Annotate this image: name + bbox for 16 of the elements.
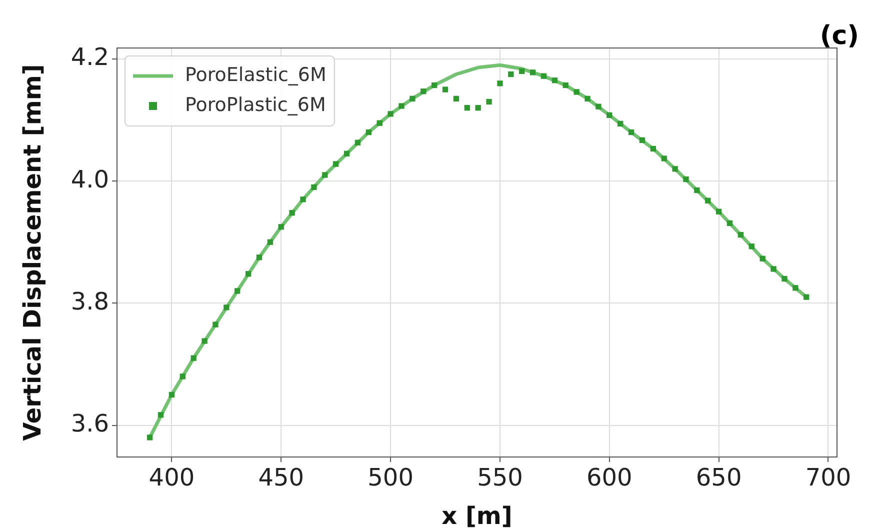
y-tick-label: 4.0 (70, 165, 109, 194)
x-tick-label: 700 (805, 464, 852, 492)
y-tick-label: 3.6 (70, 409, 109, 438)
legend-label: PoroElastic_6M (185, 64, 326, 86)
x-tick-label: 650 (696, 464, 742, 492)
y-tick-label: 3.8 (70, 287, 109, 316)
x-tick-label: 500 (368, 464, 414, 492)
x-tick-label: 450 (258, 464, 304, 492)
annotation: (c) (820, 20, 859, 51)
x-tick-label: 400 (148, 464, 195, 492)
y-axis-title: Vertical Displacement [mm] (18, 64, 47, 441)
x-axis-title: x [m] (442, 502, 512, 530)
y-tick-label: 4.2 (70, 43, 109, 72)
legend-label: PoroPlastic_6M (185, 94, 326, 116)
x-tick-label: 550 (477, 464, 523, 492)
x-tick-label: 600 (586, 464, 632, 492)
